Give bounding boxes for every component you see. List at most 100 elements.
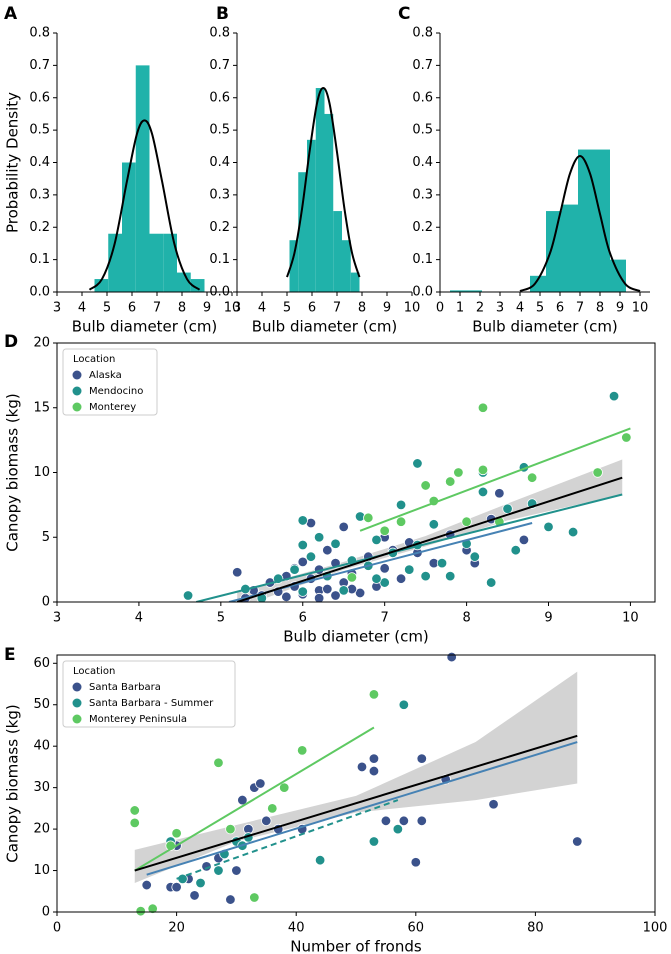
legend-marker xyxy=(72,386,82,396)
data-point xyxy=(281,591,292,603)
y-tick-label: 0.0 xyxy=(209,285,230,300)
data-point xyxy=(232,567,243,578)
histogram-bar xyxy=(163,233,177,292)
y-tick-label: 50 xyxy=(33,697,50,712)
x-tick-label: 10 xyxy=(224,301,241,316)
y-axis-label: Canopy biomass (kg) xyxy=(4,393,22,552)
data-point xyxy=(428,519,440,530)
data-point xyxy=(395,573,407,584)
x-tick-label: 7 xyxy=(576,301,584,316)
data-point xyxy=(135,905,146,917)
histogram-bar xyxy=(307,139,316,292)
data-point xyxy=(621,432,632,443)
panel: Location Alaska Mendocino Monterey 3 4 5 6 7 8 9 10… xyxy=(4,332,656,646)
histogram-bar xyxy=(450,290,466,292)
x-tick-label: 3 xyxy=(53,301,61,316)
data-point xyxy=(261,815,272,827)
x-tick-label: 8 xyxy=(596,301,604,316)
data-point xyxy=(518,534,530,546)
x-axis-label: Bulb diameter (cm) xyxy=(283,628,429,646)
data-point xyxy=(572,836,583,847)
legend-title: Location xyxy=(73,354,115,365)
histogram-bar xyxy=(94,279,109,292)
x-tick-label: 3 xyxy=(53,611,61,626)
y-tick-label: 0.0 xyxy=(412,285,433,300)
x-tick-label: 7 xyxy=(153,301,161,316)
x-tick-label: 80 xyxy=(527,921,544,936)
legend-label: Monterey xyxy=(89,402,136,413)
data-point xyxy=(510,545,521,556)
panel: 0 1 2 3 4 5 6 7 8 9 100.00.10.20.30.40.50.60.70.8B… xyxy=(398,4,650,336)
x-tick-label: 6 xyxy=(556,301,564,316)
data-point xyxy=(330,538,341,549)
data-point xyxy=(392,823,404,835)
data-point xyxy=(297,515,308,526)
data-point xyxy=(477,486,489,498)
data-point xyxy=(398,699,410,710)
data-point xyxy=(477,464,489,476)
data-point xyxy=(395,499,407,511)
x-tick-label: 7 xyxy=(381,611,389,626)
data-point xyxy=(297,586,308,597)
panel-label: E xyxy=(4,645,16,665)
x-tick-label: 8 xyxy=(462,611,470,626)
y-tick-label: 0.8 xyxy=(209,26,230,41)
data-point xyxy=(477,402,489,413)
panel-label: D xyxy=(4,332,18,352)
x-axis-label: Bulb diameter (cm) xyxy=(72,318,218,336)
legend-marker xyxy=(72,698,82,708)
y-axis-label: Canopy biomass (kg) xyxy=(4,704,22,863)
data-point xyxy=(379,563,390,574)
fit-line xyxy=(196,493,623,602)
x-tick-label: 5 xyxy=(536,301,544,316)
data-point xyxy=(182,590,194,601)
panel-label: B xyxy=(216,4,229,24)
x-axis-label: Number of fronds xyxy=(290,938,422,954)
data-point xyxy=(189,890,200,901)
y-tick-label: 0.3 xyxy=(209,187,230,202)
y-tick-label: 0 xyxy=(42,595,50,610)
data-point xyxy=(416,753,427,764)
x-tick-label: 2 xyxy=(476,301,484,316)
data-point xyxy=(379,525,390,536)
x-tick-label: 4 xyxy=(135,611,143,626)
y-tick-label: 0.6 xyxy=(29,90,50,105)
data-point xyxy=(469,551,480,562)
y-tick-label: 0.2 xyxy=(209,220,230,235)
x-tick-label: 8 xyxy=(358,301,366,316)
data-point xyxy=(314,854,326,866)
fit-line xyxy=(134,734,578,872)
y-tick-label: 0.6 xyxy=(412,90,433,105)
data-point xyxy=(313,532,325,543)
data-point xyxy=(237,794,248,806)
data-point xyxy=(445,476,456,487)
data-point xyxy=(231,865,242,876)
x-tick-label: 6 xyxy=(299,611,307,626)
y-tick-label: 0.6 xyxy=(209,90,230,105)
data-point xyxy=(356,761,368,773)
y-tick-label: 40 xyxy=(33,739,50,754)
data-point xyxy=(322,545,333,556)
data-point xyxy=(171,881,182,893)
legend-marker xyxy=(72,714,82,724)
y-tick-label: 0.1 xyxy=(209,252,230,267)
x-tick-label: 100 xyxy=(643,921,668,936)
data-point xyxy=(412,458,423,469)
panel: 3 4 5 6 7 8 9 100.00.10.20.30.40.50.60.70.8Bulb… xyxy=(209,4,420,336)
y-tick-label: 0.5 xyxy=(209,123,230,138)
legend-marker xyxy=(72,370,82,380)
x-axis-label: Bulb diameter (cm) xyxy=(472,318,618,336)
data-point xyxy=(398,815,410,827)
data-point xyxy=(592,467,603,478)
x-tick-label: 3 xyxy=(496,301,504,316)
histogram-bar xyxy=(108,233,122,292)
y-tick-label: 0.4 xyxy=(209,155,230,170)
histogram-bar xyxy=(342,240,351,292)
data-point xyxy=(420,570,431,582)
plot-frame xyxy=(56,654,656,913)
y-tick-label: 0.0 xyxy=(29,285,50,300)
data-point xyxy=(297,539,308,551)
y-tick-label: 0.7 xyxy=(29,58,50,73)
panel: Location Santa Barbara Santa Barbara - Sum… xyxy=(4,645,668,954)
histogram-bar xyxy=(546,211,562,292)
